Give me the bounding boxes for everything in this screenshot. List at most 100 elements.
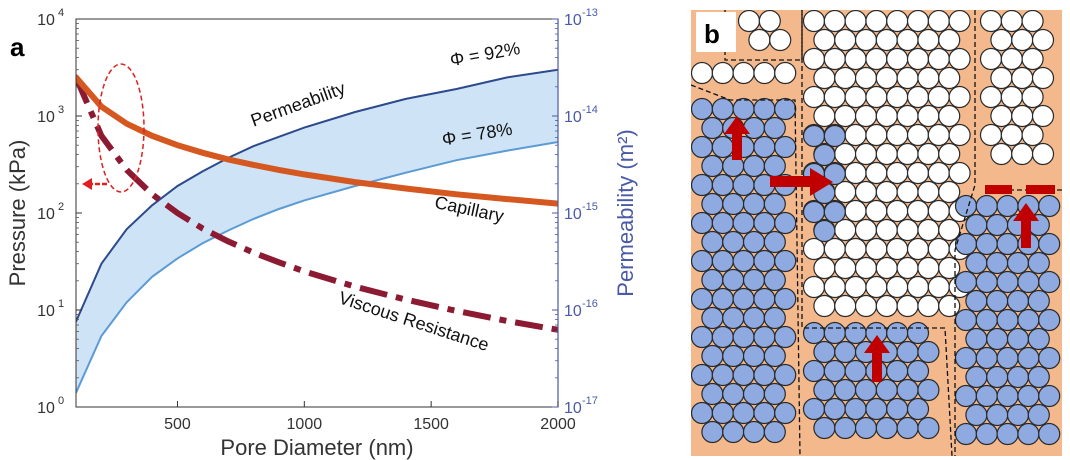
wetted-particle: [965, 403, 988, 427]
dry-particle: [927, 47, 950, 71]
wetted-particle: [975, 232, 998, 256]
wetted-particle: [896, 416, 919, 440]
dry-particle: [774, 61, 797, 85]
x-tick-label: 1000: [287, 416, 323, 433]
wetted-particle: [954, 384, 978, 408]
wetted-particle: [763, 192, 786, 216]
dry-particle: [1031, 142, 1055, 166]
wetted-particle: [753, 135, 776, 159]
dry-particle: [823, 275, 846, 299]
dry-particle: [927, 237, 950, 261]
wetted-particle: [823, 124, 846, 148]
dry-particle: [927, 161, 950, 185]
y-left-tick-exponent: 2: [58, 201, 64, 213]
dry-particle: [844, 199, 867, 223]
wetted-particle: [802, 200, 826, 224]
wetted-particle: [722, 420, 745, 444]
wetted-particle: [986, 403, 1009, 427]
wetted-particle: [975, 194, 998, 218]
y-right-tick-exponent: -15: [582, 201, 598, 213]
wetted-particle: [701, 344, 724, 368]
wetted-particle: [975, 384, 998, 408]
y-right-tick-exponent: -14: [582, 104, 598, 116]
dry-particle: [823, 85, 846, 109]
dry-particle: [875, 180, 898, 204]
dry-particle: [990, 104, 1013, 128]
left-axis-arrow-head: [82, 178, 92, 190]
wetted-particle: [774, 249, 797, 273]
wetted-particle: [763, 268, 786, 292]
wetted-particle: [742, 344, 766, 368]
y-axis-right-label: Permeability (m²): [613, 129, 638, 296]
wetted-particle: [753, 211, 776, 235]
dry-particle: [917, 256, 940, 280]
dry-particle: [813, 28, 836, 52]
dry-particle: [802, 47, 826, 71]
particle-packing: [691, 10, 1062, 456]
annotation-viscous: Viscous Resistance: [336, 288, 491, 355]
dry-particle: [906, 237, 930, 261]
dry-particle: [854, 66, 878, 90]
dry-particle: [906, 85, 930, 109]
y-right-tick-label: 10: [564, 109, 582, 126]
wetted-particle: [906, 397, 930, 421]
wetted-particle: [965, 213, 988, 237]
wetted-particle: [763, 306, 786, 330]
wetted-particle: [996, 346, 1019, 370]
dry-particle: [896, 218, 919, 242]
wetted-particle: [722, 268, 745, 292]
dry-particle: [917, 28, 940, 52]
dry-particle: [990, 28, 1013, 52]
dry-particle: [753, 61, 776, 85]
wetted-particle: [742, 382, 766, 406]
wetted-particle: [753, 249, 776, 273]
wetted-particle: [701, 192, 724, 216]
wetted-particle: [996, 270, 1019, 294]
wetted-particle: [1038, 308, 1061, 332]
wetted-particle: [954, 270, 978, 294]
dry-particle: [886, 237, 909, 261]
dry-particle: [865, 10, 888, 33]
dry-particle: [990, 66, 1013, 90]
wetted-particle: [1027, 403, 1050, 427]
wetted-particle: [701, 306, 724, 330]
wetted-particle: [1027, 289, 1050, 313]
dry-particle: [906, 199, 930, 223]
wetted-particle: [732, 173, 755, 197]
wetted-particle: [996, 422, 1019, 446]
y-left-tick-label: 10: [37, 109, 55, 126]
dry-particle: [875, 28, 898, 52]
wetted-particle: [813, 378, 836, 402]
panel-b-illustration: b: [691, 10, 1062, 456]
dry-particle: [896, 28, 919, 52]
wetted-particle: [865, 397, 888, 421]
wetted-particle: [823, 397, 846, 421]
wetted-particle: [1017, 346, 1040, 370]
dry-particle: [711, 61, 734, 85]
dry-particle: [875, 104, 898, 128]
wetted-particle: [813, 340, 836, 364]
wetted-particle: [763, 154, 786, 178]
wetted-particle: [906, 359, 930, 383]
dry-particle: [927, 10, 950, 33]
dry-particle: [1011, 104, 1034, 128]
dry-particle: [948, 10, 971, 33]
y-right-tick-label: 10: [564, 12, 582, 29]
wetted-particle: [986, 327, 1009, 351]
wetted-particle: [886, 359, 909, 383]
wetted-particle: [691, 363, 714, 387]
wetted-particle: [834, 378, 857, 402]
dry-particle: [948, 47, 971, 71]
dry-particle: [886, 123, 909, 147]
dry-particle: [875, 142, 898, 166]
wetted-particle: [954, 422, 978, 446]
wetted-particle: [1027, 327, 1050, 351]
arrow-right-head: [810, 168, 833, 196]
dry-particle: [802, 10, 826, 33]
wetted-particle: [711, 363, 734, 387]
dry-particle: [823, 47, 846, 71]
wetted-particle: [742, 154, 766, 178]
dry-particle: [896, 66, 919, 90]
wetted-particle: [917, 340, 940, 364]
dry-particle: [854, 294, 878, 318]
